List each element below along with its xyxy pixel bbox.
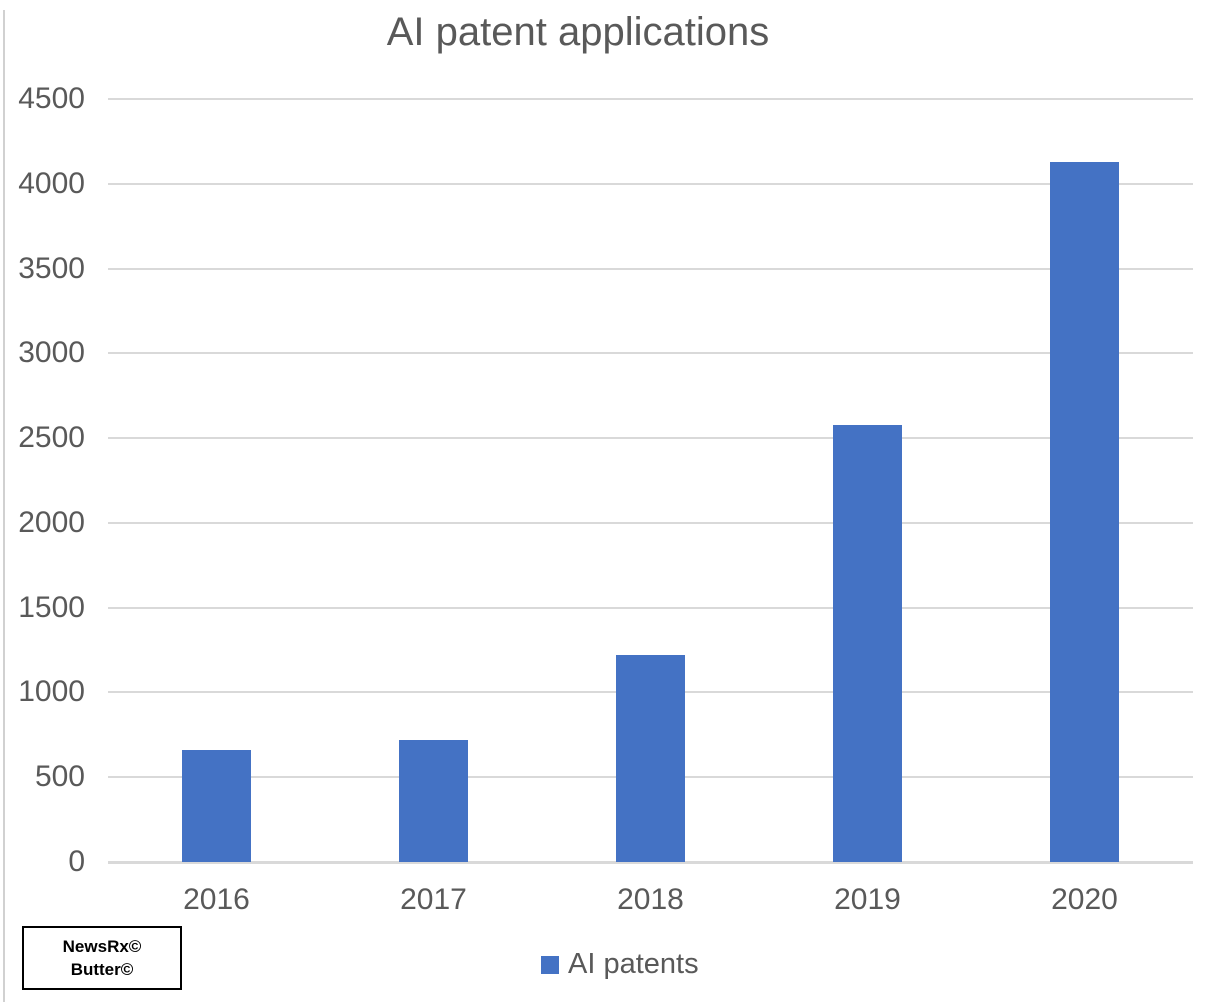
watermark-line-1: NewsRx© [62, 936, 142, 956]
legend-label: AI patents [568, 948, 699, 980]
legend-swatch [541, 955, 559, 974]
x-axis-category-label: 2017 [400, 883, 467, 916]
x-axis-category-label: 2018 [617, 883, 684, 916]
x-axis-category-label: 2020 [1051, 883, 1118, 916]
legend: AI patents [541, 948, 699, 981]
y-axis-tick-label: 3500 [18, 251, 85, 285]
y-axis-tick-label: 1000 [18, 675, 85, 709]
bar-2020 [1050, 161, 1119, 862]
x-axis-category-label: 2016 [183, 883, 250, 916]
y-axis: 0 500 1000 1500 2000 2500 3000 3500 4000 4500 [0, 0, 85, 1002]
y-axis-tick-label: 500 [34, 760, 85, 794]
gridline [108, 606, 1193, 609]
y-axis-tick-label: 2000 [18, 505, 85, 539]
window-left-edge-line [3, 10, 5, 1002]
gridline [108, 352, 1193, 355]
bar-2016 [182, 750, 251, 862]
bar-2018 [616, 655, 685, 862]
y-axis-tick-label: 0 [68, 845, 85, 878]
watermark-line-2: Butter© [70, 959, 134, 979]
bar-2017 [399, 739, 468, 862]
y-axis-tick-label: 1500 [18, 590, 85, 624]
y-axis-tick-label: 2500 [18, 421, 85, 455]
y-axis-tick-label: 3000 [18, 336, 85, 370]
watermark-box: NewsRx© Butter© [22, 926, 182, 990]
x-axis-line [108, 861, 1193, 864]
gridline [108, 267, 1193, 270]
gridline [108, 182, 1193, 185]
y-axis-tick-label: 4000 [18, 166, 85, 200]
gridline [108, 437, 1193, 440]
y-axis-tick-label: 4500 [18, 82, 85, 115]
chart-title: AI patent applications [386, 10, 770, 54]
bar-2019 [833, 424, 902, 862]
gridline [108, 521, 1193, 524]
x-axis-category-label: 2019 [834, 883, 901, 916]
gridline [108, 98, 1193, 100]
plot-area [108, 98, 1193, 864]
